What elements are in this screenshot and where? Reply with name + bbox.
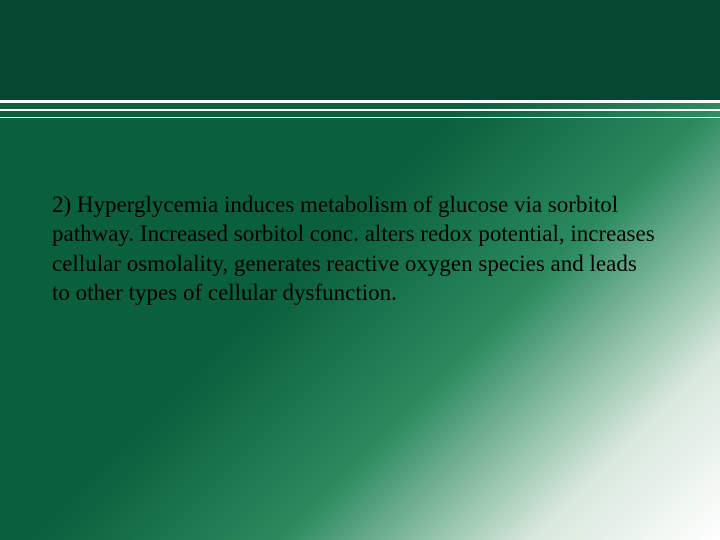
rule-3 bbox=[0, 117, 720, 118]
slide: 2) Hyperglycemia induces metabolism of g… bbox=[0, 0, 720, 540]
divider-rules bbox=[0, 100, 720, 118]
header-band bbox=[0, 0, 720, 100]
slide-body-text: 2) Hyperglycemia induces metabolism of g… bbox=[52, 190, 660, 308]
